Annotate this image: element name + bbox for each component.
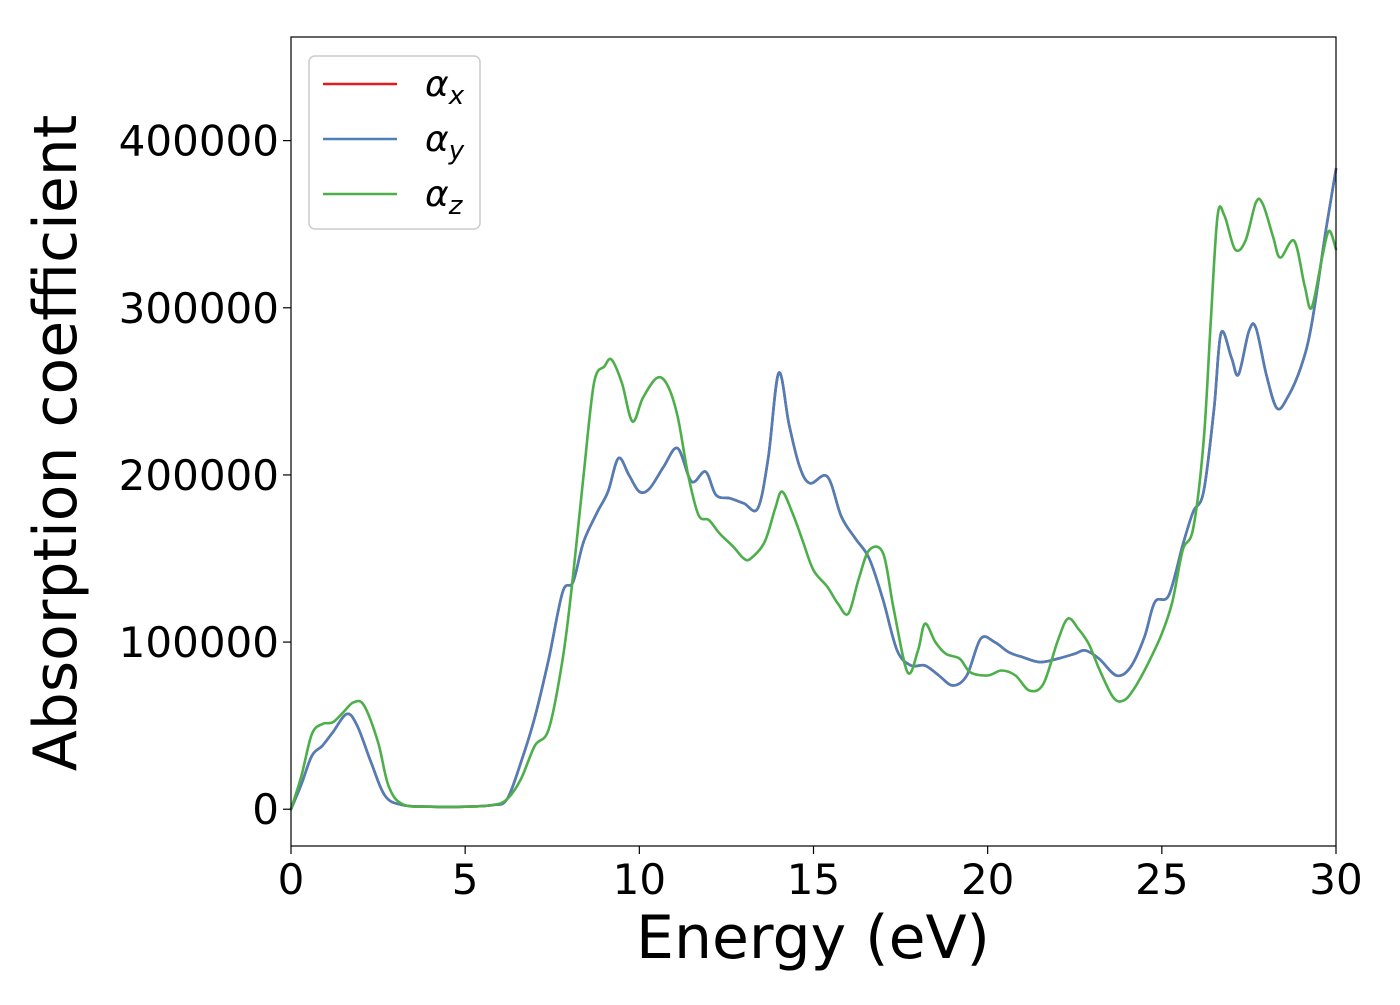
legend: αx αy αz	[308, 55, 481, 230]
x-tick-label: 30	[1309, 855, 1362, 904]
legend-box	[308, 55, 481, 230]
y-tick-label: 300000	[119, 284, 279, 333]
legend-label-y: αy	[425, 119, 465, 166]
x-tick-label: 0	[278, 855, 305, 904]
legend-label-z: αz	[425, 174, 464, 221]
x-tick-label: 15	[787, 855, 840, 904]
y-axis-label: Absorption coefficient	[21, 115, 91, 772]
y-tick-label: 100000	[119, 618, 279, 667]
x-tick-label: 25	[1135, 855, 1188, 904]
y-axis-ticks: 0 100000 200000 300000 400000	[119, 117, 291, 834]
x-tick-label: 10	[613, 855, 666, 904]
x-axis-ticks: 0 5 10 15 20 25 30	[278, 846, 1363, 904]
x-tick-label: 20	[961, 855, 1014, 904]
y-tick-label: 400000	[119, 117, 279, 166]
series-line-z	[289, 197, 1338, 811]
legend-items: αx αy αz	[323, 64, 465, 221]
y-tick-label: 0	[252, 785, 279, 834]
series-layer	[289, 167, 1338, 811]
series-line-y	[289, 167, 1338, 811]
x-tick-label: 5	[452, 855, 479, 904]
x-axis-label: Energy (eV)	[636, 903, 990, 973]
legend-label-x: αx	[425, 64, 465, 111]
y-tick-label: 200000	[119, 451, 279, 500]
